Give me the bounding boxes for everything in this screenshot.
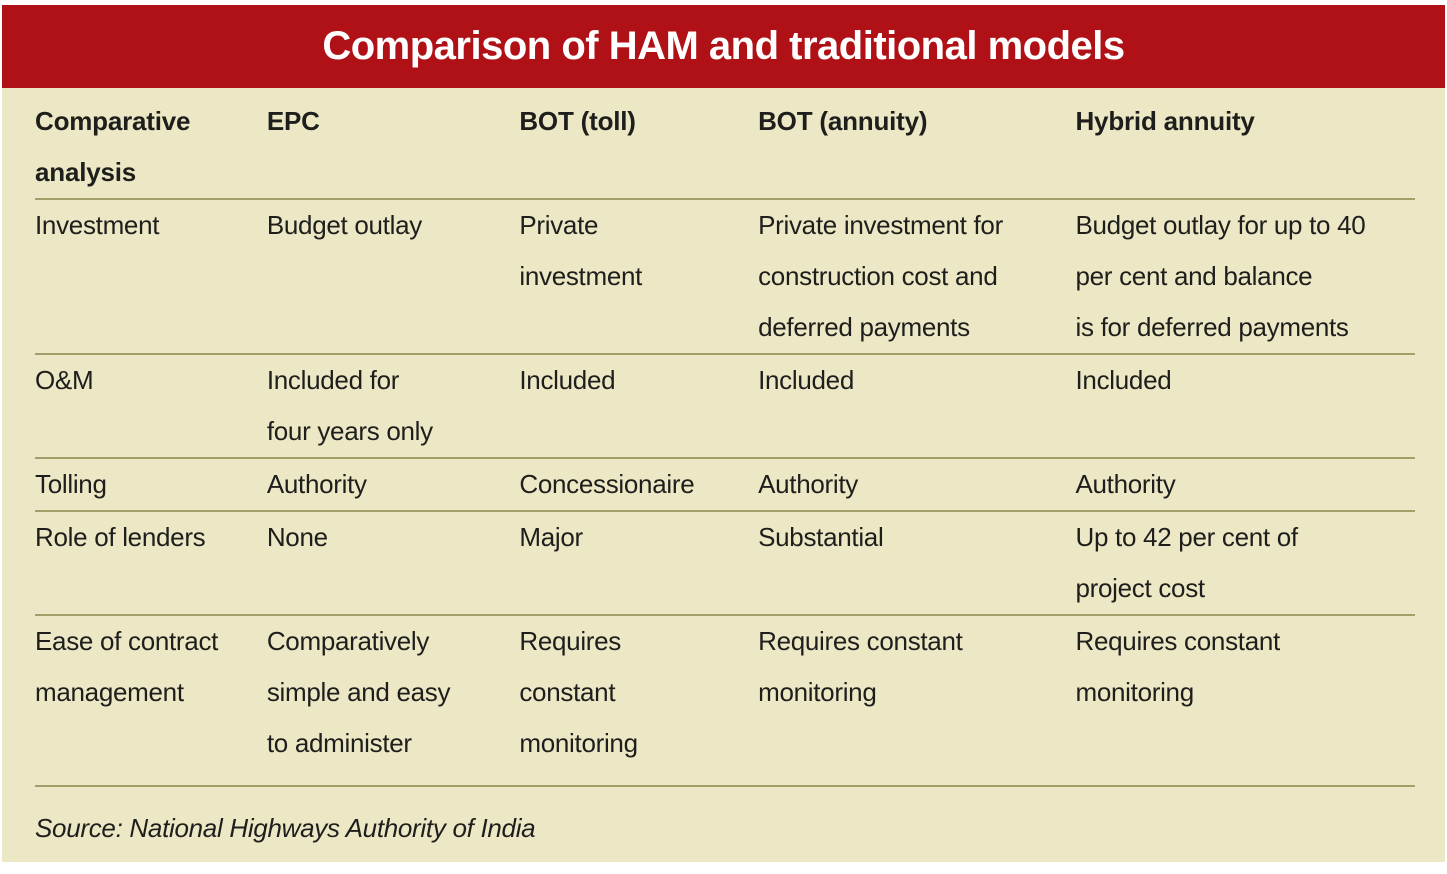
cell: Budget outlay for up to 40 per cent and …: [1075, 199, 1415, 355]
cell: Requires constant monitoring: [758, 615, 1076, 787]
cell: Authority: [758, 458, 1076, 512]
column-header-bot-toll: BOT (toll): [519, 88, 759, 200]
comparison-table: Comparative analysis EPC BOT (toll) BOT …: [35, 88, 1415, 787]
column-header-hybrid-annuity: Hybrid annuity: [1075, 88, 1415, 200]
cell: Major: [519, 511, 759, 616]
cell: Requires constant monitoring: [1075, 615, 1415, 787]
table-title: Comparison of HAM and traditional models: [322, 24, 1125, 68]
cell: Private investment: [519, 199, 759, 355]
cell: Up to 42 per cent of project cost: [1075, 511, 1415, 616]
cell: Included: [758, 354, 1076, 459]
column-header-row: Comparative analysis EPC BOT (toll) BOT …: [35, 88, 1415, 200]
table-body: Comparative analysis EPC BOT (toll) BOT …: [2, 88, 1445, 862]
column-header-bot-annuity: BOT (annuity): [758, 88, 1076, 200]
table-row-ease-of-contract-management: Ease of contract management Comparativel…: [35, 615, 1415, 787]
cell: Authority: [1075, 458, 1415, 512]
table-row-om: O&M Included for four years only Include…: [35, 354, 1415, 459]
table-row-role-of-lenders: Role of lenders None Major Substantial U…: [35, 511, 1415, 616]
row-label: Ease of contract management: [35, 615, 267, 787]
column-header-comparative-analysis: Comparative analysis: [35, 88, 267, 200]
row-label: Tolling: [35, 458, 267, 512]
row-label: Role of lenders: [35, 511, 267, 616]
cell: Comparatively simple and easy to adminis…: [266, 615, 520, 787]
cell: Included for four years only: [266, 354, 520, 459]
row-label: O&M: [35, 354, 267, 459]
cell: Substantial: [758, 511, 1076, 616]
table-row-investment: Investment Budget outlay Private investm…: [35, 199, 1415, 355]
column-header-epc: EPC: [266, 88, 520, 200]
table-title-bar: Comparison of HAM and traditional models: [2, 5, 1445, 88]
source-note: Source: National Highways Authority of I…: [35, 813, 536, 843]
cell: Budget outlay: [266, 199, 520, 355]
cell: Private investment for construction cost…: [758, 199, 1076, 355]
row-label: Investment: [35, 199, 267, 355]
cell: Concessionaire: [519, 458, 759, 512]
comparison-table-card: Comparison of HAM and traditional models…: [2, 5, 1445, 862]
cell: Included: [1075, 354, 1415, 459]
table-row-tolling: Tolling Authority Concessionaire Authori…: [35, 458, 1415, 512]
cell: Included: [519, 354, 759, 459]
cell: None: [266, 511, 520, 616]
cell: Requires constant monitoring: [519, 615, 759, 787]
cell: Authority: [266, 458, 520, 512]
